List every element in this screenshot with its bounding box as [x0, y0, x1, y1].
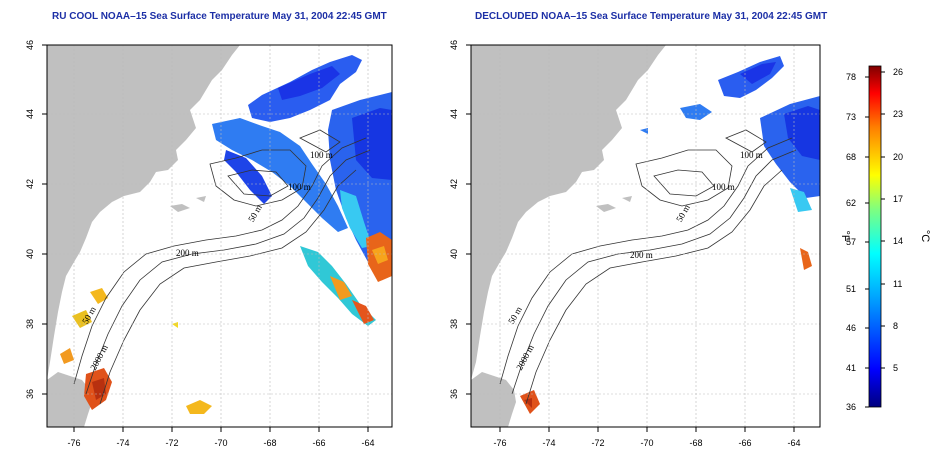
colorbar-c-tick-label: 14 — [893, 236, 903, 246]
left-lon-axis — [73, 427, 369, 432]
right-lat-tick-label: 42 — [449, 179, 459, 189]
left-lat-tick-label: 40 — [25, 249, 35, 259]
left-lat-tick-label: 42 — [25, 179, 35, 189]
left-lat-tick-label: 38 — [25, 319, 35, 329]
colorbar-c-tick-label: 8 — [893, 321, 898, 331]
colorbar-c-tick-label: 20 — [893, 152, 903, 162]
colorbar-f-tick-label: 62 — [846, 198, 856, 208]
left-contour-label-100m-b: 100 m — [288, 182, 311, 192]
colorbar-celsius-unit: °C — [919, 230, 931, 242]
left-map-frame — [46, 44, 393, 428]
left-map-title: RU COOL NOAA–15 Sea Surface Temperature … — [52, 11, 387, 22]
colorbar: 78 73 68 62 57 51 46 41 36 26 23 20 17 1… — [839, 65, 931, 412]
right-contour-label-100m-b: 100 m — [712, 182, 735, 192]
colorbar-fahrenheit-unit: °F — [839, 230, 851, 241]
colorbar-c-tick-label: 23 — [893, 109, 903, 119]
colorbar-f-ticks — [865, 76, 869, 408]
right-lon-tick-label: -68 — [689, 438, 702, 448]
left-lon-tick-label: -76 — [67, 438, 80, 448]
colorbar-c-tick-label: 5 — [893, 363, 898, 373]
left-lon-tick-label: -66 — [312, 438, 325, 448]
colorbar-f-tick-labels: 78 73 68 62 57 51 46 41 36 — [846, 72, 856, 412]
left-map: 100 m 100 m 50 m 200 m 50 m 2000 m 46 44… — [25, 40, 393, 448]
right-lat-tick-label: 36 — [449, 389, 459, 399]
colorbar-f-tick-label: 57 — [846, 237, 856, 247]
right-lon-tick-labels: -76 -74 -72 -70 -68 -66 -64 — [493, 438, 800, 448]
colorbar-c-tick-label: 17 — [893, 194, 903, 204]
colorbar-f-tick-label: 41 — [846, 363, 856, 373]
left-lat-tick-label: 36 — [25, 389, 35, 399]
colorbar-c-ticks — [881, 71, 885, 369]
right-map-frame — [470, 44, 821, 428]
right-land — [471, 45, 666, 427]
colorbar-f-tick-label: 73 — [846, 112, 856, 122]
colorbar-f-tick-label: 51 — [846, 284, 856, 294]
colorbar-c-tick-label: 26 — [893, 67, 903, 77]
right-lat-tick-label: 38 — [449, 319, 459, 329]
right-contour-label-100m-a: 100 m — [740, 150, 763, 160]
colorbar-c-tick-label: 11 — [893, 279, 902, 289]
right-map: 100 m 100 m 50 m 200 m 50 m 2000 m 46 44… — [449, 40, 821, 448]
left-lat-tick-label: 46 — [25, 40, 35, 50]
colorbar-f-tick-label: 68 — [846, 152, 856, 162]
right-contour-label-200m: 200 m — [630, 250, 653, 260]
left-lat-tick-labels: 46 44 42 40 38 36 — [25, 40, 35, 399]
colorbar-gradient — [868, 65, 882, 408]
right-lat-tick-labels: 46 44 42 40 38 36 — [449, 40, 459, 399]
colorbar-f-tick-label: 46 — [846, 323, 856, 333]
colorbar-c-tick-labels: 26 23 20 17 14 11 8 5 — [893, 67, 903, 373]
right-lat-tick-label: 46 — [449, 40, 459, 50]
left-grid — [47, 45, 392, 427]
left-contour-label-200m: 200 m — [176, 248, 199, 258]
right-lon-axis — [499, 427, 795, 432]
right-lat-tick-label: 44 — [449, 109, 459, 119]
right-lon-tick-label: -74 — [542, 438, 555, 448]
left-lon-tick-label: -72 — [165, 438, 178, 448]
left-lon-tick-label: -70 — [214, 438, 227, 448]
left-lat-tick-label: 44 — [25, 109, 35, 119]
left-lon-tick-label: -68 — [263, 438, 276, 448]
right-lon-tick-label: -76 — [493, 438, 506, 448]
left-land — [47, 45, 240, 427]
right-lon-tick-label: -64 — [787, 438, 800, 448]
left-lon-tick-label: -74 — [116, 438, 129, 448]
right-lon-tick-label: -70 — [640, 438, 653, 448]
right-lon-tick-label: -66 — [738, 438, 751, 448]
left-contour-label-100m-a: 100 m — [310, 150, 333, 160]
left-lat-axis — [42, 44, 47, 395]
right-sst-patches — [520, 56, 820, 414]
right-lat-axis — [466, 44, 471, 395]
colorbar-f-tick-label: 36 — [846, 402, 856, 412]
left-lon-tick-labels: -76 -74 -72 -70 -68 -66 -64 — [67, 438, 374, 448]
right-lon-tick-label: -72 — [591, 438, 604, 448]
right-map-title: DECLOUDED NOAA–15 Sea Surface Temperatur… — [475, 11, 828, 22]
colorbar-f-tick-label: 78 — [846, 72, 856, 82]
left-lon-tick-label: -64 — [361, 438, 374, 448]
right-lat-tick-label: 40 — [449, 249, 459, 259]
